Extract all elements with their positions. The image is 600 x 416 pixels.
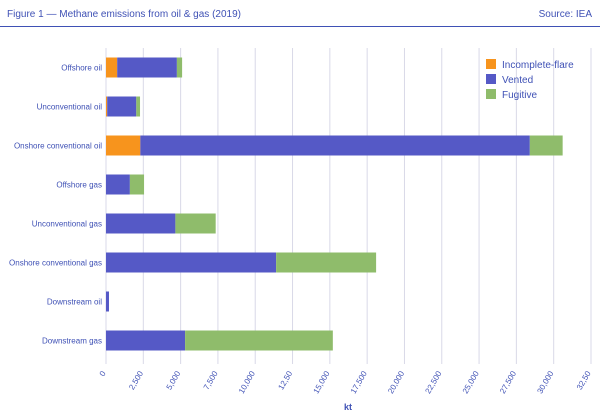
x-tick-labels: 0 2,500 5,000 7,500 10,000 12,50 15,000 17,500 2… (98, 369, 593, 395)
category-label: Unconventional gas (32, 220, 102, 229)
figure-title: Figure 1 — Methane emissions from oil & … (7, 9, 241, 20)
bar-segment-fugitive (185, 330, 333, 351)
bar-segment-incomplete-flare (106, 135, 141, 156)
bar-segment-vented (140, 135, 530, 156)
legend: Incomplete-flare Vented Fugitive (486, 59, 574, 101)
bar-segment-vented (106, 174, 130, 195)
x-tick-label: 10,000 (237, 369, 257, 395)
bar-segment-incomplete-flare (106, 96, 108, 117)
legend-label: Incomplete-flare (502, 60, 574, 71)
bar-segment-fugitive (129, 174, 145, 195)
legend-swatch (486, 59, 496, 69)
bar-segment-incomplete-flare (106, 57, 118, 78)
category-label: Downstream gas (42, 337, 102, 346)
x-tick-label: 2,500 (127, 369, 145, 391)
x-tick-label: 12,50 (276, 369, 294, 391)
x-tick-label: 30,000 (535, 369, 555, 395)
category-label: Onshore conventional oil (14, 142, 102, 151)
legend-label: Vented (502, 75, 533, 86)
x-tick-label: 20,000 (386, 369, 406, 395)
bar-segment-fugitive (136, 96, 141, 117)
legend-swatch (486, 89, 496, 99)
bar-segment-vented (106, 330, 186, 351)
bar-segment-fugitive (529, 135, 563, 156)
x-tick-label: 0 (98, 369, 108, 378)
x-tick-label: 25,000 (461, 369, 481, 395)
legend-label: Fugitive (502, 90, 537, 101)
bar-layer (106, 57, 563, 351)
grid-layer (105, 48, 592, 364)
bar-segment-fugitive (175, 213, 216, 234)
bar-segment-vented (106, 291, 109, 312)
category-label: Unconventional oil (37, 103, 103, 112)
x-tick-label: 15,000 (312, 369, 332, 395)
x-tick-label: 5,000 (165, 369, 183, 391)
bar-segment-fugitive (276, 252, 377, 273)
bar-segment-vented (106, 213, 176, 234)
x-tick-label: 22,500 (423, 369, 443, 395)
figure-source: Source: IEA (538, 9, 592, 20)
bar-segment-fugitive (176, 57, 183, 78)
category-label: Onshore conventional gas (9, 259, 102, 268)
x-tick-label: 7,500 (202, 369, 220, 391)
bar-segment-vented (106, 252, 277, 273)
x-tick-label: 32,50 (575, 369, 593, 391)
category-label: Downstream oil (47, 298, 102, 307)
category-labels: Offshore oil Unconventional oil Onshore co… (9, 64, 102, 346)
category-label: Offshore oil (61, 64, 102, 73)
bar-segment-vented (107, 96, 137, 117)
x-tick-label: 17,500 (349, 369, 369, 395)
x-axis-title: kt (344, 402, 352, 412)
category-label: Offshore gas (56, 181, 102, 190)
bar-segment-vented (117, 57, 177, 78)
x-tick-label: 27,500 (498, 369, 518, 395)
legend-swatch (486, 74, 496, 84)
figure-header: Figure 1 — Methane emissions from oil & … (0, 0, 600, 27)
